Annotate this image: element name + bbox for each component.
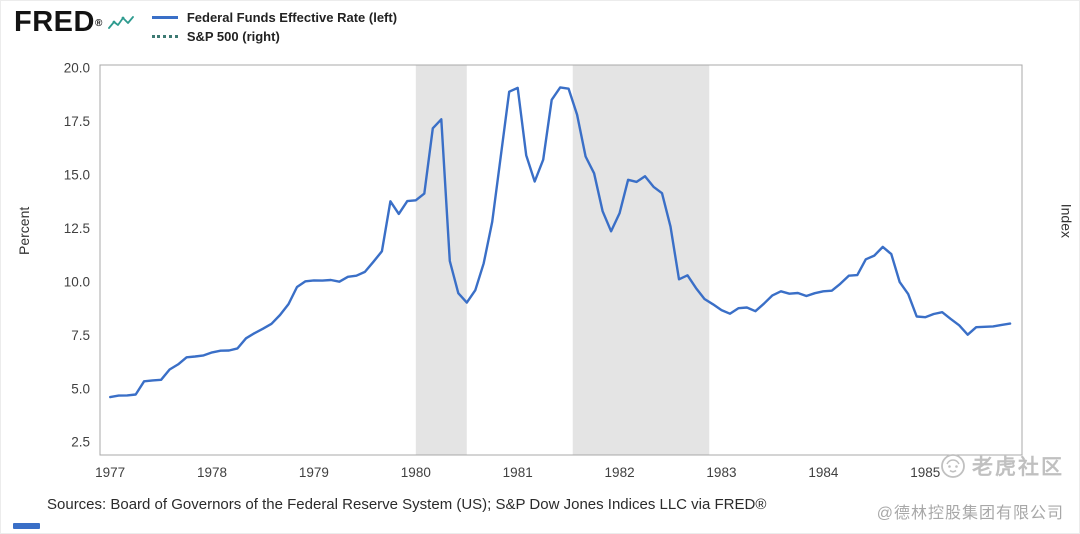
registered-mark: ® xyxy=(94,18,103,29)
legend-item-fedfunds[interactable]: Federal Funds Effective Rate (left) xyxy=(151,9,398,26)
chart-area[interactable]: 2.5 5.0 7.5 10.0 12.5 15.0 17.5 20.0 1977 1978 197… xyxy=(0,50,1080,495)
legend-label: S&P 500 (right) xyxy=(186,29,280,44)
svg-text:10.0: 10.0 xyxy=(64,274,90,289)
legend-label: Federal Funds Effective Rate (left) xyxy=(186,10,398,25)
svg-text:1980: 1980 xyxy=(401,465,431,480)
fred-logo-text: FRED xyxy=(14,6,95,38)
svg-text:5.0: 5.0 xyxy=(71,381,90,396)
chart-legend: Federal Funds Effective Rate (left) S&P … xyxy=(151,9,398,47)
svg-text:20.0: 20.0 xyxy=(64,61,90,76)
legend-item-sp500[interactable]: S&P 500 (right) xyxy=(151,28,397,45)
chart-svg: 2.5 5.0 7.5 10.0 12.5 15.0 17.5 20.0 1977 1978 197… xyxy=(64,61,1023,480)
svg-text:1981: 1981 xyxy=(503,465,533,480)
svg-text:1978: 1978 xyxy=(197,465,227,480)
svg-text:2.5: 2.5 xyxy=(71,435,90,450)
legend-swatch-0 xyxy=(151,16,178,19)
legend-swatch-1 xyxy=(151,35,178,38)
svg-text:12.5: 12.5 xyxy=(64,221,90,236)
fred-logo[interactable]: FRED ® xyxy=(14,7,103,39)
watermark-company-text: @德林控股集团有限公司 xyxy=(876,505,1064,522)
svg-text:1983: 1983 xyxy=(706,465,736,480)
svg-text:7.5: 7.5 xyxy=(71,328,90,343)
svg-text:1985: 1985 xyxy=(910,465,940,480)
svg-text:17.5: 17.5 xyxy=(64,114,90,129)
svg-text:1984: 1984 xyxy=(808,465,839,480)
sources-note: Sources: Board of Governors of the Feder… xyxy=(47,496,767,513)
svg-text:1982: 1982 xyxy=(605,465,635,480)
svg-text:1979: 1979 xyxy=(299,465,329,480)
chart-header: FRED ® Federal Funds Effective Rate (left… xyxy=(14,7,397,47)
svg-text:1977: 1977 xyxy=(95,465,125,480)
svg-text:15.0: 15.0 xyxy=(64,168,90,183)
clipped-element xyxy=(13,523,40,529)
sparkline-icon xyxy=(107,14,134,37)
